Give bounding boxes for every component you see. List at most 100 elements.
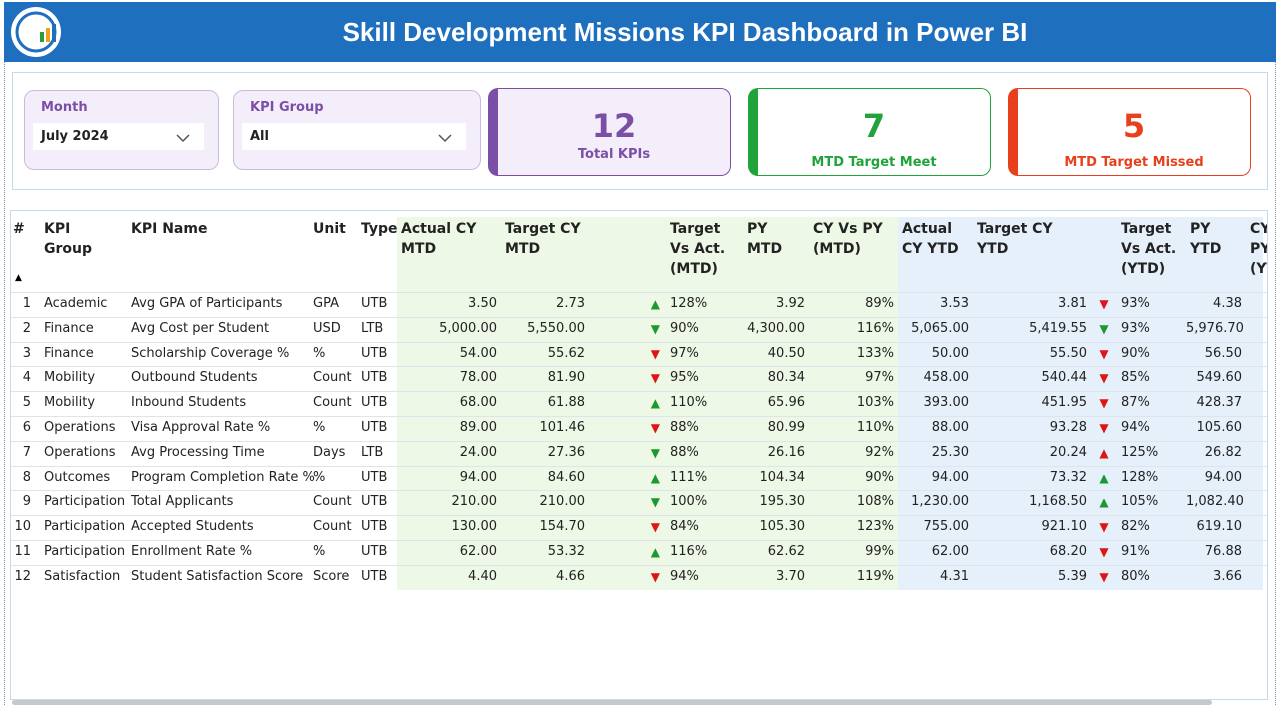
slicer[interactable]: KPI Group All	[233, 90, 481, 170]
table-cell: 20.24	[1049, 444, 1087, 460]
table-cell: Operations	[44, 420, 116, 435]
status-arrow: ▼	[1099, 545, 1109, 559]
status-arrow: ▼	[650, 421, 660, 435]
table-cell: 54.00	[459, 345, 497, 361]
column-header[interactable]: KPI Group	[44, 221, 93, 257]
table-cell: 90%	[1121, 345, 1150, 361]
table-cell: 26.82	[1204, 444, 1242, 460]
row-divider	[11, 316, 1267, 318]
table-cell: UTB	[361, 544, 388, 559]
table-cell: 68.00	[459, 395, 497, 411]
row-divider	[11, 366, 1267, 368]
table-panel: ▲ # KPI Group KPI Name Unit Type Actual CY MTD…	[10, 210, 1268, 700]
table-cell: 3.66	[1213, 568, 1242, 584]
column-header[interactable]: KPI Name	[131, 221, 208, 237]
column-header[interactable]: Actual CY YTD	[902, 221, 959, 257]
table-cell: Participation	[44, 544, 126, 559]
table-cell: 7	[22, 444, 31, 460]
table-cell: Visa Approval Rate %	[131, 420, 271, 435]
column-header[interactable]: Target Vs Act. (YTD)	[1121, 221, 1177, 277]
table-cell: LTB	[361, 444, 384, 460]
header-bar: Skill Development Missions KPI Dashboard…	[4, 2, 1276, 62]
table-cell: Count	[313, 519, 352, 535]
column-header[interactable]: Target CY YTD	[977, 221, 1053, 257]
table-cell: 40.50	[767, 345, 805, 361]
table-cell: 68.20	[1049, 544, 1087, 559]
table-cell: 4.40	[468, 568, 497, 584]
table-cell: 4,300.00	[747, 320, 805, 336]
table-cell: 755.00	[923, 519, 970, 535]
table-cell: 5	[22, 395, 31, 411]
table-cell: Avg Processing Time	[131, 444, 265, 460]
table-cell: 5.39	[1058, 568, 1087, 584]
status-arrow: ▲	[650, 545, 660, 559]
table-cell: UTB	[361, 568, 388, 584]
table-cell: 1,230.00	[911, 494, 969, 510]
column-header[interactable]: Target CY MTD	[505, 221, 581, 257]
table-cell: 97%	[670, 345, 699, 361]
table-cell: 108%	[856, 494, 894, 510]
table-cell: 4.66	[556, 568, 585, 584]
table-cell: UTB	[361, 370, 388, 386]
column-header[interactable]: CY Vs PY (MTD)	[813, 221, 883, 257]
table-cell: Mobility	[44, 370, 96, 386]
table-cell: Finance	[44, 345, 94, 361]
table-cell: 3.92	[776, 296, 805, 311]
table-cell: 89.00	[459, 420, 497, 435]
status-arrow: ▼	[1099, 346, 1109, 361]
table-cell: 92%	[865, 444, 894, 460]
table-cell: 116%	[670, 544, 708, 559]
slicer-value[interactable]: July 2024	[33, 123, 204, 150]
table-cell: 128%	[670, 296, 708, 311]
table-cell: Total Applicants	[131, 494, 234, 510]
table-cell: 89%	[865, 296, 894, 311]
table-cell: 90%	[670, 320, 699, 336]
slicer[interactable]: Month July 2024	[24, 90, 219, 170]
table-cell: 93.28	[1049, 420, 1087, 435]
table-cell: 94%	[1121, 420, 1150, 435]
table-cell: 81.90	[547, 370, 585, 386]
column-header[interactable]: #	[13, 221, 25, 237]
table-cell: 100%	[670, 494, 708, 510]
column-header[interactable]: Actual CY MTD	[401, 221, 477, 257]
table-cell: 88%	[670, 444, 699, 460]
table-cell: 619.10	[1196, 519, 1243, 535]
card-value: 5	[1122, 107, 1146, 145]
column-header[interactable]: PY YTD	[1190, 221, 1222, 257]
table-cell: 94.00	[459, 469, 497, 485]
table-cell: UTB	[361, 395, 388, 411]
column-header[interactable]: Target Vs Act. (MTD)	[670, 221, 726, 277]
table-cell: 1,168.50	[1029, 494, 1087, 510]
table-cell: 80%	[1121, 568, 1150, 584]
column-header[interactable]: PY MTD	[747, 221, 783, 257]
slicer-value[interactable]: All	[242, 123, 466, 150]
table-cell: 93%	[1121, 320, 1150, 336]
scrollbar[interactable]	[12, 700, 1212, 705]
table-cell: Inbound Students	[131, 395, 247, 411]
dropdown-chevron[interactable]	[176, 133, 190, 143]
column-header[interactable]: Type	[361, 221, 398, 237]
table-cell: 97%	[865, 370, 894, 386]
dropdown-chevron[interactable]	[438, 133, 452, 143]
table-cell: 55.62	[547, 345, 585, 361]
canvas-frame	[4, 62, 1276, 705]
table-cell: Enrollment Rate %	[131, 544, 253, 559]
table-cell: 3.53	[940, 296, 969, 311]
table-cell: 3.50	[468, 296, 497, 311]
table-cell: 4.31	[940, 568, 969, 584]
status-arrow: ▼	[650, 371, 660, 386]
table-cell: 1,082.40	[1186, 494, 1244, 510]
table-cell: 4	[22, 370, 31, 386]
table-cell: 210.00	[451, 494, 498, 510]
column-header[interactable]: CY Vs PY (YTD)	[1250, 221, 1267, 277]
table-cell: 125%	[1121, 444, 1159, 460]
table-cell: UTB	[361, 296, 388, 311]
table-cell: 2	[22, 320, 31, 336]
table-cell: %	[313, 544, 326, 559]
table-cell: 78.00	[459, 370, 497, 386]
table-cell: %	[313, 345, 326, 361]
table-cell: 80.99	[767, 420, 805, 435]
table-cell: 5,000.00	[439, 320, 497, 336]
status-arrow: ▼	[1099, 371, 1109, 386]
column-header[interactable]: Unit	[313, 221, 346, 237]
